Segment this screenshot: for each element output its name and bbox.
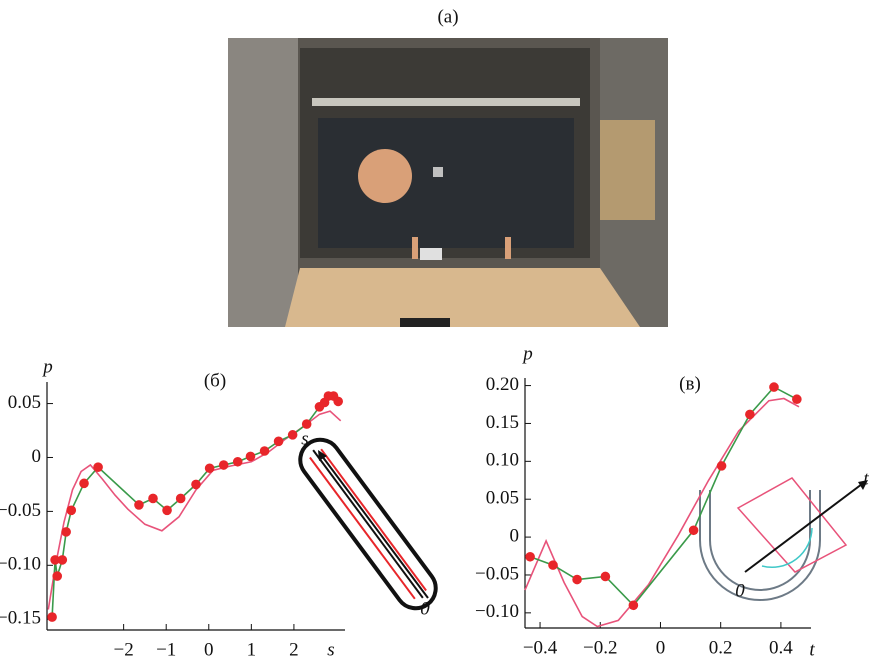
y-tick-label: 0: [32, 446, 42, 467]
channel-inset: [700, 478, 868, 600]
data-point: [769, 382, 779, 392]
y-tick-label: 0.10: [486, 450, 519, 471]
y-axis-label: p: [521, 343, 533, 364]
data-point: [162, 506, 172, 516]
data-point: [79, 479, 89, 489]
data-point: [745, 410, 755, 420]
panel-label: (б): [204, 370, 226, 391]
x-tick-label: 0: [204, 639, 214, 660]
photo: [228, 38, 668, 327]
y-tick-label: −0.05: [475, 563, 519, 584]
data-point: [58, 555, 68, 565]
y-axis-label: p: [41, 356, 53, 377]
data-point: [66, 506, 76, 516]
data-point: [689, 525, 699, 535]
annotation: 0: [735, 580, 745, 601]
y-tick-label: 0: [510, 525, 520, 546]
data-point: [191, 480, 201, 490]
data-point: [205, 463, 215, 473]
y-tick-label: 0.15: [486, 412, 519, 433]
x-tick-label: −0.4: [523, 637, 558, 658]
x-tick-label: 2: [289, 639, 299, 660]
y-tick-label: −0.15: [0, 608, 41, 629]
panel-label: (в): [679, 373, 701, 394]
x-axis-label: t: [809, 639, 815, 660]
data-point: [52, 571, 62, 581]
x-tick-label: 1: [247, 639, 257, 660]
data-line: [48, 411, 340, 609]
y-tick-label: 0.05: [8, 392, 41, 413]
photo-label: (a): [437, 6, 458, 27]
data-line: [525, 399, 799, 627]
data-point: [717, 461, 727, 471]
data-point: [792, 394, 802, 404]
data-point: [148, 494, 158, 504]
data-point: [260, 446, 270, 456]
data-point: [274, 437, 284, 447]
data-point: [629, 600, 639, 610]
data-point: [302, 419, 312, 429]
y-tick-label: −0.05: [0, 500, 41, 521]
x-tick-label: 0.2: [709, 637, 733, 658]
data-point: [525, 552, 535, 562]
data-point: [219, 460, 229, 470]
y-tick-label: 0.05: [486, 488, 519, 509]
x-axis-label: s: [327, 639, 334, 660]
data-point: [246, 452, 256, 462]
data-line: [52, 396, 338, 617]
data-point: [233, 457, 243, 467]
annotation: t: [863, 468, 869, 489]
data-point: [548, 560, 558, 570]
x-tick-label: 0: [656, 637, 666, 658]
data-point: [176, 494, 186, 504]
data-point: [93, 462, 103, 472]
y-tick-label: −0.10: [0, 554, 41, 575]
data-point: [288, 430, 298, 440]
data-point: [333, 397, 343, 407]
data-point: [572, 575, 582, 585]
annotation: s: [301, 428, 308, 449]
x-tick-label: −0.2: [583, 637, 617, 658]
data-line: [530, 387, 797, 605]
y-tick-label: 0.20: [486, 374, 519, 395]
x-tick-label: 0.4: [769, 637, 793, 658]
figure: (a) 0.05 0 −0.05 −0.10 −0.15 −2 −1 0 1 2 (б) p s s 0 0.…: [0, 0, 871, 663]
annotation: 0: [420, 598, 430, 619]
x-tick-label: −1: [156, 639, 176, 660]
capsule-arrow: [318, 450, 428, 598]
y-tick-label: −0.10: [475, 601, 519, 622]
data-point: [601, 572, 611, 582]
x-tick-label: −2: [114, 639, 134, 660]
data-point: [47, 612, 57, 622]
data-point: [134, 500, 144, 510]
data-point: [61, 527, 71, 537]
